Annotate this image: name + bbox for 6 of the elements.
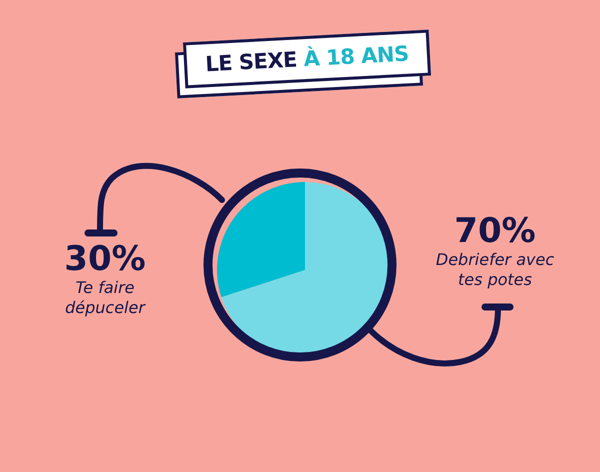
pie-slice (217, 182, 305, 298)
data-label: 30% (63, 239, 147, 279)
chart-title: LE SEXE À 18 ANS (204, 42, 410, 76)
slice-label: Debriefer avec tes potes (434, 250, 556, 290)
slice-label: Te faire dépuceler (64, 278, 147, 318)
data-label: 70% (453, 211, 537, 251)
